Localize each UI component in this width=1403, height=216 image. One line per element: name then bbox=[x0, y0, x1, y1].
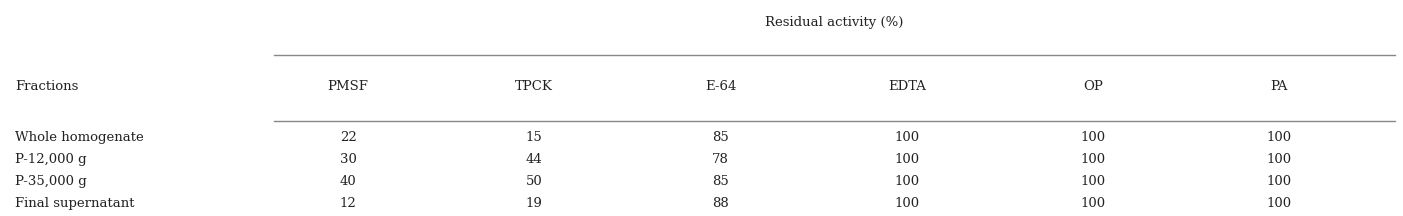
Text: P-12,000 g: P-12,000 g bbox=[15, 153, 87, 166]
Text: 100: 100 bbox=[1080, 131, 1106, 144]
Text: 30: 30 bbox=[340, 153, 356, 166]
Text: 100: 100 bbox=[1267, 175, 1292, 188]
Text: Whole homogenate: Whole homogenate bbox=[15, 131, 145, 144]
Text: Residual activity (%): Residual activity (%) bbox=[765, 16, 904, 29]
Text: 100: 100 bbox=[1267, 131, 1292, 144]
Text: 15: 15 bbox=[526, 131, 543, 144]
Text: OP: OP bbox=[1083, 80, 1103, 93]
Text: 44: 44 bbox=[526, 153, 543, 166]
Text: E-64: E-64 bbox=[704, 80, 737, 93]
Text: 85: 85 bbox=[713, 175, 730, 188]
Text: 100: 100 bbox=[1267, 153, 1292, 166]
Text: TPCK: TPCK bbox=[515, 80, 553, 93]
Text: 12: 12 bbox=[340, 197, 356, 210]
Text: Fractions: Fractions bbox=[15, 80, 79, 93]
Text: 78: 78 bbox=[713, 153, 730, 166]
Text: 100: 100 bbox=[894, 131, 919, 144]
Text: Final supernatant: Final supernatant bbox=[15, 197, 135, 210]
Text: PA: PA bbox=[1271, 80, 1288, 93]
Text: 19: 19 bbox=[526, 197, 543, 210]
Text: 100: 100 bbox=[1080, 153, 1106, 166]
Text: P-35,000 g: P-35,000 g bbox=[15, 175, 87, 188]
Text: 40: 40 bbox=[340, 175, 356, 188]
Text: 100: 100 bbox=[1267, 197, 1292, 210]
Text: PMSF: PMSF bbox=[327, 80, 369, 93]
Text: 88: 88 bbox=[713, 197, 730, 210]
Text: 22: 22 bbox=[340, 131, 356, 144]
Text: 100: 100 bbox=[894, 197, 919, 210]
Text: 100: 100 bbox=[1080, 175, 1106, 188]
Text: 100: 100 bbox=[894, 175, 919, 188]
Text: 100: 100 bbox=[1080, 197, 1106, 210]
Text: 85: 85 bbox=[713, 131, 730, 144]
Text: 100: 100 bbox=[894, 153, 919, 166]
Text: EDTA: EDTA bbox=[888, 80, 926, 93]
Text: 50: 50 bbox=[526, 175, 543, 188]
